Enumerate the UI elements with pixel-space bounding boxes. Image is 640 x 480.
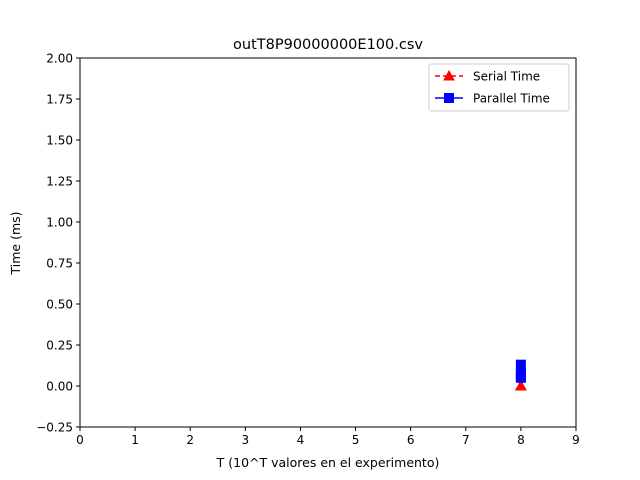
data-point <box>515 372 526 383</box>
x-tick-label: 9 <box>572 433 580 447</box>
data-point <box>515 359 526 370</box>
x-axis-label: T (10^T valores en el experimento) <box>216 455 440 470</box>
legend-box <box>428 63 570 112</box>
y-tick-label: −0.25 <box>36 421 73 435</box>
y-tick-label: 0.75 <box>46 257 73 271</box>
series-parallel-time <box>515 359 526 383</box>
y-axis-label: Time (ms) <box>8 211 23 275</box>
x-tick-label: 8 <box>517 433 525 447</box>
legend-label: Parallel Time <box>473 92 550 106</box>
y-tick-label: 2.00 <box>46 52 73 66</box>
y-tick-label: 0.00 <box>46 380 73 394</box>
legend-marker <box>444 93 454 103</box>
x-tick-label: 0 <box>76 433 84 447</box>
legend-label: Serial Time <box>473 70 540 84</box>
x-tick-label: 6 <box>407 433 415 447</box>
series-serial-time <box>515 379 527 391</box>
y-tick-label: 0.50 <box>46 298 73 312</box>
chart-title: outT8P90000000E100.csv <box>233 37 423 53</box>
y-axis: −0.25 0.00 0.25 0.50 0.75 1.00 1.25 1.50 1.75 2.0… <box>36 52 80 435</box>
x-tick-label: 2 <box>186 433 194 447</box>
y-tick-label: 1.25 <box>46 175 73 189</box>
x-axis: 0 1 2 3 4 5 6 7 8 9 <box>76 427 580 447</box>
y-tick-label: 1.00 <box>46 216 73 230</box>
y-tick-label: 0.25 <box>46 339 73 353</box>
x-tick-label: 4 <box>297 433 305 447</box>
legend-entry: Serial Time <box>435 70 540 84</box>
legend: Serial Time Parallel Time <box>428 63 570 112</box>
x-tick-label: 7 <box>462 433 470 447</box>
x-tick-label: 5 <box>352 433 360 447</box>
x-tick-label: 1 <box>131 433 139 447</box>
legend-marker <box>443 69 455 81</box>
data-point <box>515 379 527 391</box>
y-tick-label: 1.75 <box>46 93 73 107</box>
y-tick-label: 1.50 <box>46 134 73 148</box>
plot-area <box>515 359 527 391</box>
plot-frame <box>79 57 577 428</box>
legend-entry: Parallel Time <box>435 92 550 106</box>
x-tick-label: 3 <box>242 433 250 447</box>
